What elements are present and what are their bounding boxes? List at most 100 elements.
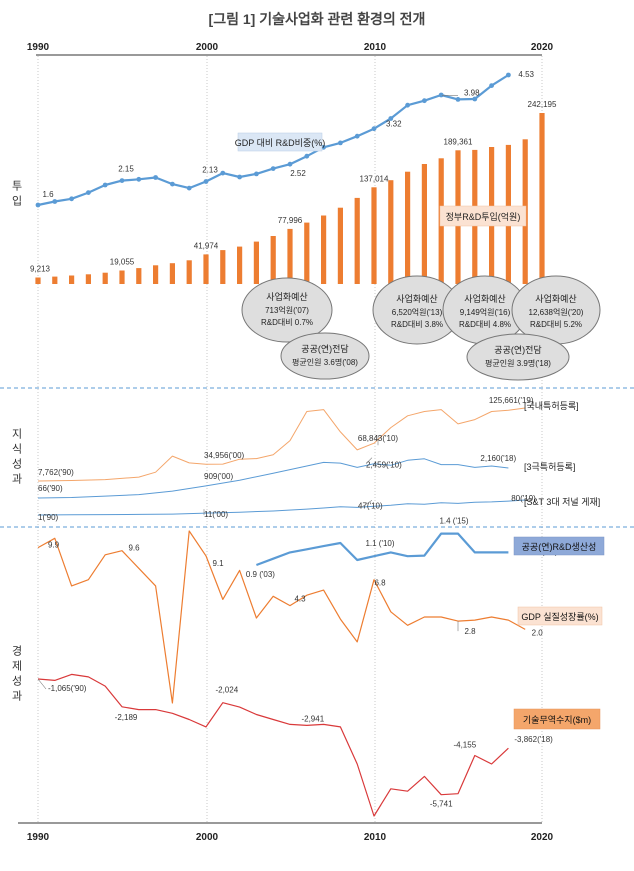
budget-ellipse-20-line2: 12,638억원('20) (529, 307, 584, 317)
gdp-rd-legend-text: GDP 대비 R&D비중(%) (235, 138, 325, 148)
public-rnd-legend-bg (513, 536, 605, 556)
gov-rd-bar-2009 (354, 197, 360, 284)
gov-rd-bar-2008 (337, 207, 343, 284)
gov-rd-bar-2004 (270, 236, 276, 284)
staff-ellipse-18: 공공(연)전담 평균인원 3.9명('18) (466, 333, 570, 381)
data-label-5-2003: 0.9 ('03) (246, 570, 275, 579)
gov-rd-bar-2012 (405, 171, 411, 284)
data-label-3-2000: 909('00) (204, 472, 233, 481)
gov-rd-bar-labels: 9,213 19,055 41,974 77,996 137,014 189,361 242… (30, 100, 557, 274)
top-year-2010: 2010 (364, 42, 387, 53)
gov-rd-bar-1990 (35, 277, 41, 284)
gdp-rd-marker-1995 (119, 178, 125, 184)
budget-ellipse-16-line3: R&D대비 4.8% (459, 320, 511, 329)
gdp-rd-marker-1997 (153, 175, 159, 180)
gdp-rd-marker-1993 (86, 190, 91, 196)
data-label-0-2000: 2.13 (202, 166, 218, 175)
data-label-7-2018: -3,862('18) (514, 735, 553, 744)
gov-rd-bar-2010 (371, 187, 377, 284)
budget-ellipse-16-line2: 9,149억원('16) (460, 307, 511, 317)
gov-rd-bar-1991 (52, 276, 58, 284)
gdp-rd-marker-2004 (270, 166, 276, 172)
data-label-3-2018: 2,160('18) (480, 454, 516, 463)
budget-ellipse-16: 사업화예산 9,149억원('16) R&D대비 4.8% (442, 275, 528, 345)
budget-ellipse-13-line2: 6,520억원('13) (392, 307, 443, 317)
gov-rd-bar-1998 (169, 263, 175, 284)
top-year-2000: 2000 (196, 42, 219, 53)
data-label-7-1995: -2,189 (115, 713, 138, 722)
data-label-7-2016: -4,155 (453, 741, 476, 750)
data-label-0-2005: 2.52 (290, 169, 306, 178)
gdp-rd-marker-2007 (321, 144, 326, 150)
gdp-rd-marker-1996 (136, 176, 142, 182)
gov-rd-bar-1993 (85, 274, 91, 284)
gdp-rd-marker-1994 (102, 182, 108, 188)
gov-rd-bar-1995 (119, 270, 125, 284)
budget-ellipse-13-line1: 사업화예산 (396, 294, 437, 304)
gdp-rd-marker-2016 (472, 96, 478, 102)
gdp-rd-marker-2002 (237, 174, 243, 180)
gdp-rd-marker-2009 (354, 133, 360, 139)
data-label-0-2010: 3.32 (386, 120, 402, 129)
series-line-3 (37, 458, 509, 499)
section-label-investment: 투입 (10, 180, 22, 210)
data-label-6-1995: 9.6 (128, 544, 140, 553)
gov-rd-bar-1994 (102, 272, 108, 284)
gdp-growth-legend-box: GDP 실질성장률(%) (517, 606, 603, 626)
gdp-rd-marker-2008 (338, 140, 343, 146)
gov-rd-bar-2005 (287, 228, 293, 284)
legend-triad-patent: [3극특허등록] (524, 462, 575, 472)
gdp-rd-marker-2003 (254, 171, 259, 177)
gov-rd-bar-2003 (253, 241, 259, 284)
gdp-rd-marker-2001 (220, 170, 226, 176)
top-year-1990: 1990 (27, 42, 50, 53)
data-label-4-2019: 80('19) (511, 494, 536, 503)
gov-rd-bar-label-2005: 77,996 (278, 216, 303, 225)
gov-rd-bar-2011 (388, 180, 394, 284)
public-rnd-legend-box: 공공(연)R&D생산성 (513, 536, 605, 556)
tech-trade-legend-box: 기술무역수지($m) (513, 708, 601, 730)
series-line-6 (37, 530, 526, 704)
gdp-growth-legend-text: GDP 실질성장률(%) (521, 611, 598, 622)
gdp-rd-marker-1999 (186, 185, 192, 191)
gov-rd-bar-label-2015: 189,361 (444, 137, 473, 146)
series-markers (35, 72, 511, 208)
legend-domestic-patent: [국내특허등록] (524, 401, 579, 411)
series-data-labels: 1.6 2.15 2.13 2.52 3.32 3.98 4.53 7,762('90) 34,… (37, 70, 558, 809)
staff-ellipse-08-line2: 평균인원 3.6명('08) (292, 357, 358, 367)
budget-ellipse-20-line1: 사업화예산 (535, 294, 576, 304)
gov-rd-bar-2002 (237, 246, 243, 284)
figure-title: [그림 1] 기술사업화 관련 환경의 전개 (209, 11, 426, 27)
gdp-rd-marker-1991 (52, 199, 58, 204)
data-label-5-2010: 1.1 ('10) (365, 539, 394, 548)
data-label-6-1990: 9.9 (48, 541, 60, 550)
gdp-rd-marker-2000 (203, 179, 209, 184)
gdp-rd-marker-2011 (388, 116, 394, 121)
data-label-6-2015: 2.8 (464, 627, 476, 636)
gdp-rd-marker-2005 (287, 161, 293, 167)
staff-ellipse-18-shape (466, 333, 570, 381)
bottom-year-2010: 2010 (364, 832, 387, 843)
data-label-5-2015: 1.4 ('15) (439, 517, 468, 526)
data-label-0-1995: 2.15 (118, 165, 134, 174)
series-line-4 (37, 499, 526, 516)
legend-snt-journal: [S&T 3대 저널 게재] (524, 497, 600, 507)
public-rnd-legend-text: 공공(연)R&D생산성 (522, 542, 597, 552)
gdp-rd-marker-2013 (422, 98, 427, 104)
gov-rd-bar-2006 (304, 222, 310, 284)
gov-rd-legend-bg (439, 205, 527, 227)
data-label-7-2001: -2,024 (215, 686, 238, 695)
gov-rd-bar-label-2010: 137,014 (360, 174, 389, 183)
gov-rd-bar-1999 (186, 260, 192, 284)
gov-rd-bar-2007 (321, 215, 327, 284)
gdp-rd-legend-box: GDP 대비 R&D비중(%) (235, 132, 325, 152)
data-label-7-1990: -1,065('90) (48, 684, 87, 693)
gov-rd-bar-label-2000: 41,974 (194, 241, 219, 250)
data-label-0-1990: 1.6 (42, 190, 54, 199)
data-label-6-2019: 2.0 (532, 628, 544, 637)
budget-ellipse-20-line3: R&D대비 5.2% (530, 320, 582, 329)
budget-ellipse-07: 사업화예산 713억원('07) R&D대비 0.7% (241, 277, 333, 343)
data-label-4-2000: 11('00) (204, 510, 228, 519)
budget-ellipse-07-line1: 사업화예산 (266, 292, 307, 302)
gov-rd-bar-2001 (220, 250, 226, 284)
